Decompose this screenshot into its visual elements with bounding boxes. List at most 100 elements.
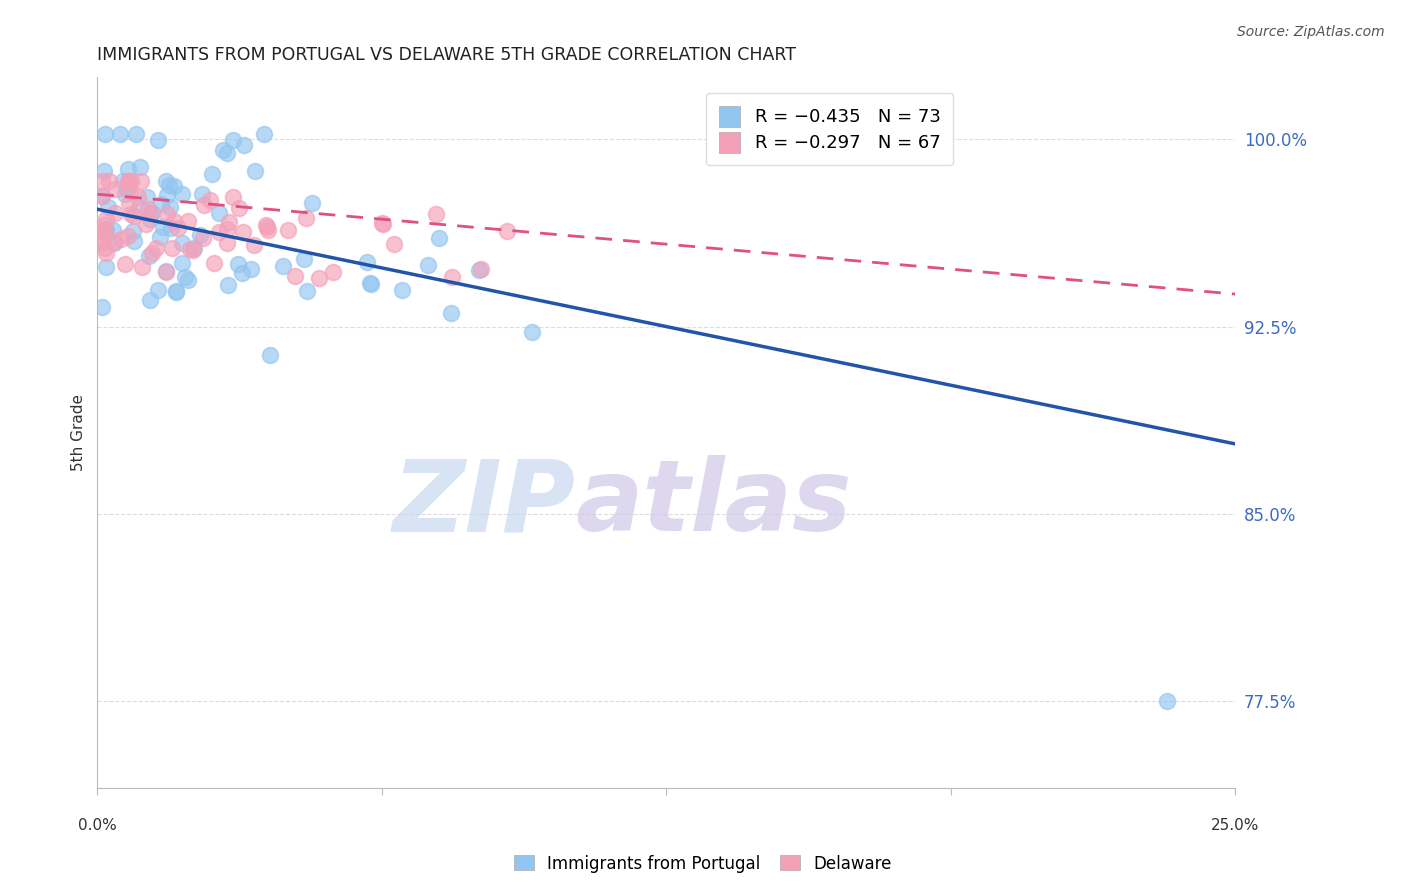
Point	[122, 209, 145, 223]
Point	[141, 246, 163, 260]
Point	[520, 325, 543, 339]
Point	[90, 300, 112, 314]
Point	[177, 272, 200, 286]
Point	[155, 264, 177, 278]
Point	[215, 222, 238, 236]
Point	[117, 229, 139, 244]
Point	[96, 221, 118, 235]
Point	[1156, 694, 1178, 708]
Point	[193, 198, 215, 212]
Text: atlas: atlas	[575, 455, 852, 552]
Point	[145, 241, 167, 255]
Point	[114, 186, 136, 201]
Point	[156, 206, 179, 220]
Point	[108, 128, 131, 142]
Point	[370, 217, 392, 231]
Point	[139, 212, 162, 227]
Point	[156, 188, 179, 202]
Point	[94, 245, 117, 260]
Point	[245, 164, 267, 178]
Point	[200, 193, 222, 207]
Point	[131, 260, 153, 274]
Point	[232, 226, 254, 240]
Text: IMMIGRANTS FROM PORTUGAL VS DELAWARE 5TH GRADE CORRELATION CHART: IMMIGRANTS FROM PORTUGAL VS DELAWARE 5TH…	[97, 46, 796, 64]
Point	[440, 306, 463, 320]
Point	[254, 218, 277, 232]
Point	[90, 235, 112, 249]
Point	[165, 284, 187, 298]
Point	[97, 200, 120, 214]
Point	[139, 293, 162, 307]
Point	[179, 242, 201, 256]
Point	[128, 202, 150, 216]
Point	[240, 261, 263, 276]
Point	[271, 260, 294, 274]
Point	[277, 223, 299, 237]
Point	[181, 244, 204, 258]
Point	[115, 182, 138, 196]
Point	[93, 164, 115, 178]
Point	[322, 265, 344, 279]
Point	[112, 174, 135, 188]
Point	[360, 277, 382, 291]
Legend: R = −0.435   N = 73, R = −0.297   N = 67: R = −0.435 N = 73, R = −0.297 N = 67	[706, 93, 953, 165]
Point	[356, 255, 378, 269]
Point	[98, 173, 121, 187]
Point	[208, 225, 231, 239]
Point	[301, 196, 323, 211]
Point	[308, 271, 330, 285]
Point	[146, 133, 169, 147]
Point	[122, 234, 145, 248]
Point	[90, 223, 112, 237]
Point	[170, 255, 193, 269]
Text: Source: ZipAtlas.com: Source: ZipAtlas.com	[1237, 25, 1385, 39]
Point	[129, 160, 152, 174]
Point	[221, 189, 243, 203]
Point	[468, 263, 491, 277]
Point	[136, 202, 159, 216]
Point	[163, 214, 186, 228]
Point	[103, 223, 125, 237]
Point	[135, 189, 157, 203]
Point	[259, 348, 281, 362]
Point	[163, 179, 186, 194]
Point	[495, 224, 517, 238]
Point	[201, 167, 224, 181]
Point	[440, 270, 463, 285]
Point	[155, 265, 177, 279]
Point	[138, 249, 160, 263]
Point	[166, 285, 188, 299]
Point	[218, 215, 240, 229]
Text: 0.0%: 0.0%	[77, 819, 117, 833]
Point	[114, 257, 136, 271]
Point	[371, 218, 394, 232]
Point	[152, 220, 174, 235]
Point	[391, 283, 413, 297]
Point	[117, 162, 139, 177]
Point	[94, 128, 117, 142]
Point	[118, 185, 141, 199]
Point	[160, 220, 183, 235]
Point	[232, 138, 254, 153]
Point	[94, 226, 117, 240]
Point	[191, 187, 214, 202]
Point	[167, 220, 190, 235]
Point	[127, 190, 149, 204]
Point	[253, 128, 276, 142]
Point	[470, 261, 492, 276]
Text: 25.0%: 25.0%	[1211, 819, 1260, 833]
Point	[94, 241, 117, 255]
Point	[103, 235, 125, 250]
Point	[117, 174, 139, 188]
Point	[122, 224, 145, 238]
Point	[226, 257, 249, 271]
Point	[295, 284, 318, 298]
Point	[141, 206, 163, 220]
Point	[120, 207, 142, 221]
Point	[120, 173, 142, 187]
Point	[294, 252, 316, 266]
Point	[149, 230, 172, 244]
Point	[90, 235, 112, 249]
Point	[294, 211, 316, 226]
Point	[118, 173, 141, 187]
